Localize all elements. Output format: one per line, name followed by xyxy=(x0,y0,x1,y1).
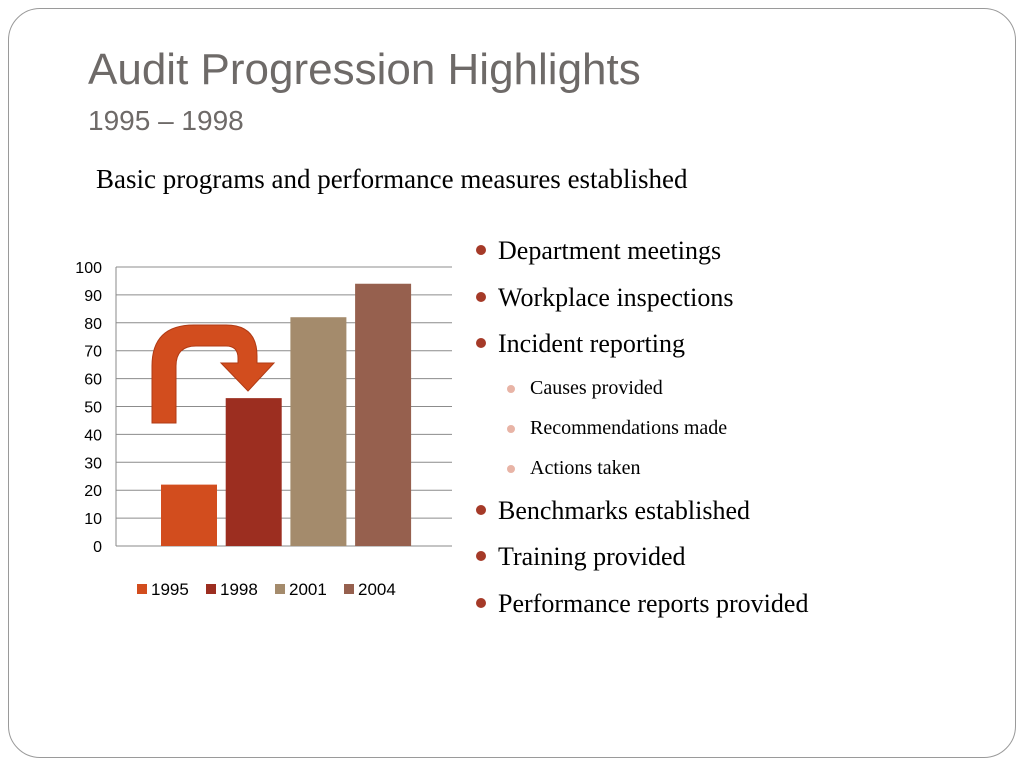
bullet-item: Workplace inspections xyxy=(474,275,808,322)
bullet-text: Training provided xyxy=(498,542,686,571)
lead-text: Basic programs and performance measures … xyxy=(96,164,688,194)
bullet-dot-icon xyxy=(476,338,486,348)
curved-arrow-icon xyxy=(151,324,276,424)
y-tick-label: 90 xyxy=(84,288,102,305)
slide-subtitle: 1995 – 1998 xyxy=(88,105,244,136)
bullet-item: Performance reports provided xyxy=(474,581,808,628)
bullet-dot-icon xyxy=(507,464,515,473)
y-tick-label: 50 xyxy=(84,400,102,417)
bullet-item: Department meetings xyxy=(474,228,808,275)
legend-swatch-1995 xyxy=(137,584,147,594)
y-tick-label: 60 xyxy=(84,372,102,389)
legend-label-1998: 1998 xyxy=(220,580,258,599)
sub-bullet-item: Causes provided xyxy=(474,368,808,408)
bar-chart: 0 10 20 30 40 50 60 70 80 90 100 1995 1998 2001 2004 xyxy=(75,260,452,599)
bullet-dot-icon xyxy=(476,245,486,255)
bullet-item: Benchmarks established xyxy=(474,488,808,535)
legend-label-2001: 2001 xyxy=(289,580,327,599)
bullet-list: Department meetings Workplace inspections… xyxy=(474,228,808,627)
bullet-item: Incident reporting xyxy=(474,321,808,368)
bullet-text: Causes provided xyxy=(530,376,663,399)
bullet-dot-icon xyxy=(507,424,515,433)
bar-2004 xyxy=(355,283,412,546)
legend-swatch-2004 xyxy=(344,584,354,594)
bullet-dot-icon xyxy=(476,291,486,302)
y-tick-label: 80 xyxy=(84,316,102,333)
y-tick-label: 0 xyxy=(93,539,102,556)
bullet-text: Benchmarks established xyxy=(498,495,750,525)
bullet-dot-icon xyxy=(476,504,486,515)
bullet-text: Performance reports provided xyxy=(498,588,809,618)
y-tick-label: 40 xyxy=(84,427,102,444)
bullet-text: Workplace inspections xyxy=(498,282,734,312)
slide-title: Audit Progression Highlights xyxy=(88,45,641,94)
bar-2001 xyxy=(290,317,347,546)
bullet-text: Department meetings xyxy=(498,236,722,265)
bullet-item: Training provided xyxy=(474,534,808,581)
y-tick-label: 10 xyxy=(84,511,102,528)
y-tick-label: 70 xyxy=(84,344,102,361)
legend-label-1995: 1995 xyxy=(151,580,189,599)
y-tick-label: 100 xyxy=(75,260,102,277)
sub-bullet-item: Actions taken xyxy=(474,448,808,488)
bullet-text: Recommendations made xyxy=(530,416,728,439)
y-tick-label: 20 xyxy=(84,483,102,500)
legend-swatch-2001 xyxy=(275,584,285,594)
bullet-dot-icon xyxy=(476,597,486,608)
bar-1995 xyxy=(161,484,217,546)
sub-bullet-item: Recommendations made xyxy=(474,408,808,448)
bar-1998 xyxy=(225,398,282,546)
y-tick-label: 30 xyxy=(84,455,102,472)
bullet-dot-icon xyxy=(507,384,515,393)
legend-swatch-1998 xyxy=(206,584,216,594)
bullet-dot-icon xyxy=(476,551,486,561)
bullet-text: Incident reporting xyxy=(498,329,685,358)
legend-label-2004: 2004 xyxy=(358,580,396,599)
bullet-text: Actions taken xyxy=(530,456,641,479)
